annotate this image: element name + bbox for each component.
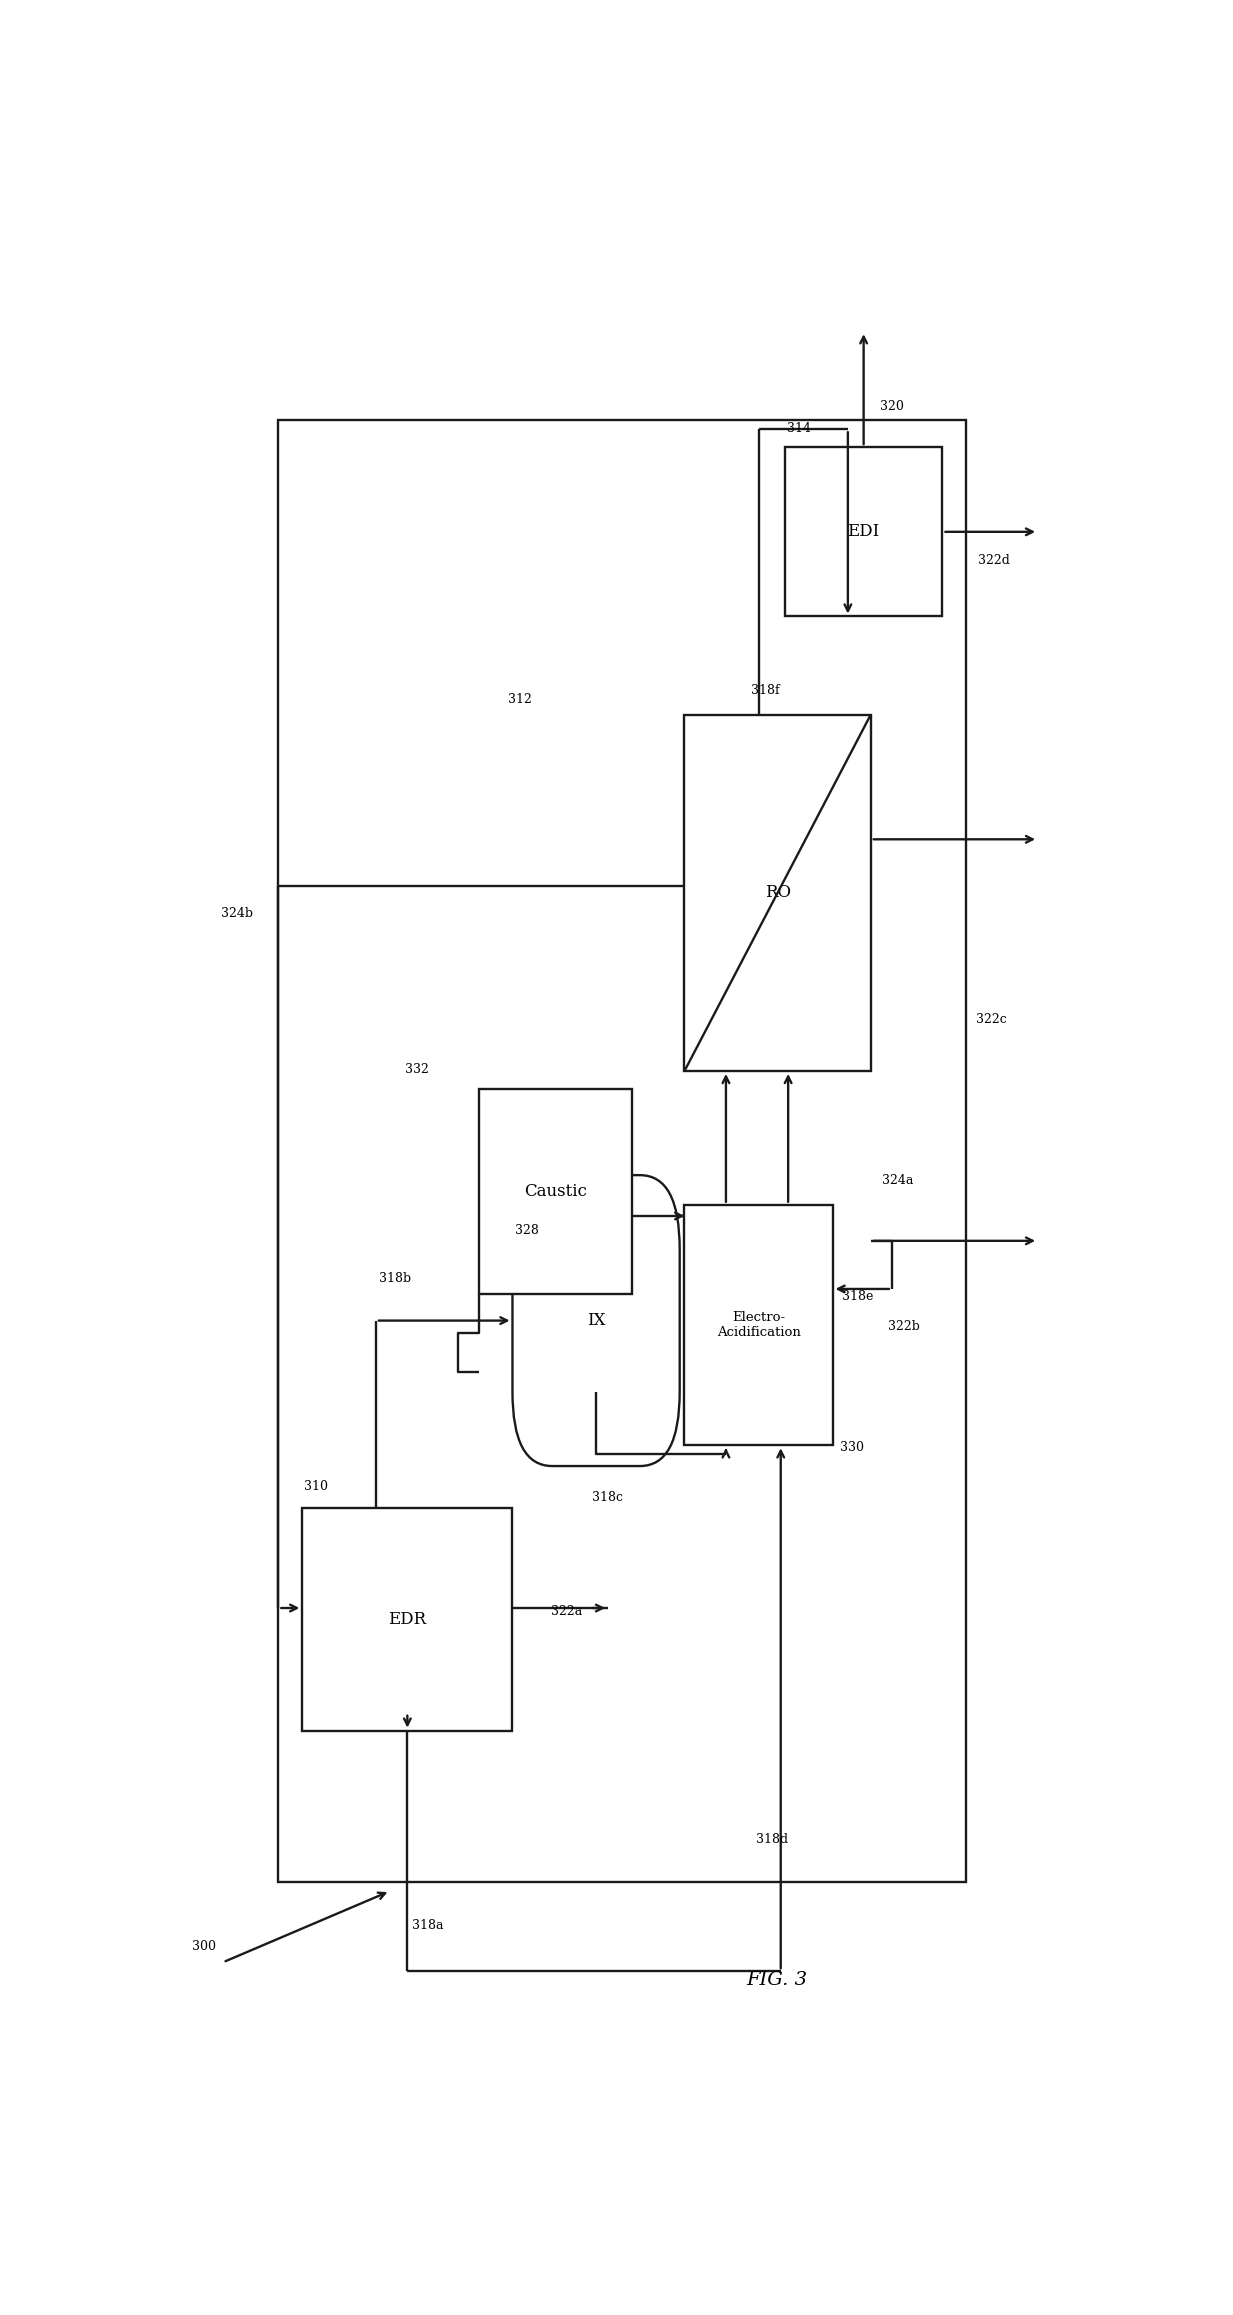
Bar xyxy=(684,1204,832,1445)
Bar xyxy=(478,1088,633,1294)
Text: Caustic: Caustic xyxy=(524,1183,587,1199)
Text: FIG. 3: FIG. 3 xyxy=(747,1970,808,1989)
Text: 318f: 318f xyxy=(751,683,780,697)
Text: 312: 312 xyxy=(508,692,531,706)
Text: 322c: 322c xyxy=(977,1014,1006,1026)
Text: 322d: 322d xyxy=(978,553,1010,567)
Bar xyxy=(785,447,942,616)
Text: 310: 310 xyxy=(305,1482,328,1493)
Text: Electro-
Acidification: Electro- Acidification xyxy=(716,1310,800,1338)
Bar xyxy=(684,715,870,1072)
Text: 332: 332 xyxy=(406,1063,429,1076)
Text: 330: 330 xyxy=(840,1442,864,1454)
Text: 324b: 324b xyxy=(221,907,253,919)
Text: 320: 320 xyxy=(880,400,904,414)
FancyBboxPatch shape xyxy=(513,1176,679,1465)
Text: EDI: EDI xyxy=(847,523,880,539)
Text: 318b: 318b xyxy=(379,1271,411,1285)
Text: 300: 300 xyxy=(192,1940,216,1954)
Text: 328: 328 xyxy=(515,1225,539,1236)
Bar xyxy=(302,1507,513,1732)
Text: 322b: 322b xyxy=(888,1320,920,1333)
Text: 318a: 318a xyxy=(412,1919,444,1933)
Text: 318d: 318d xyxy=(756,1833,788,1847)
Text: RO: RO xyxy=(764,884,790,901)
Bar xyxy=(279,421,967,1882)
Text: 322a: 322a xyxy=(551,1604,582,1618)
Text: EDR: EDR xyxy=(388,1611,427,1627)
Text: 324a: 324a xyxy=(883,1174,914,1188)
Text: IX: IX xyxy=(587,1313,605,1329)
Text: 318e: 318e xyxy=(842,1289,873,1303)
Text: 314: 314 xyxy=(787,421,811,435)
Text: 318c: 318c xyxy=(592,1491,623,1505)
